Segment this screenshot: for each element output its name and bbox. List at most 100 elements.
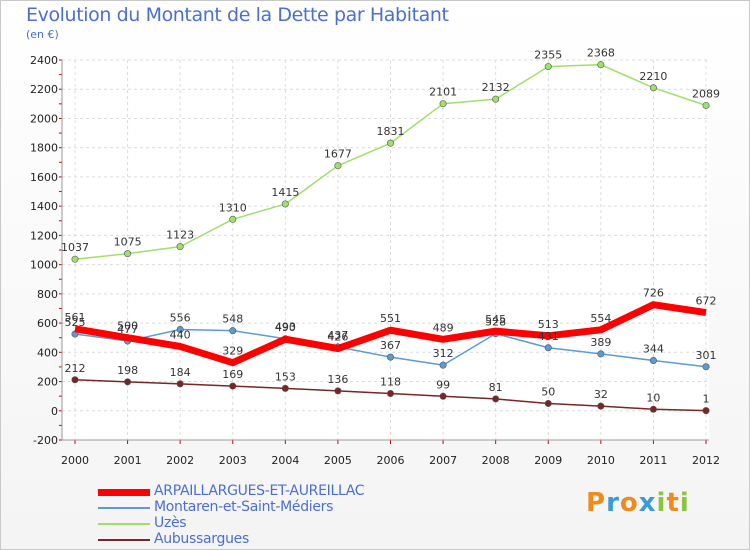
data-label: 440 — [170, 328, 191, 341]
data-label: 50 — [541, 385, 555, 398]
x-tick-label: 2007 — [429, 454, 457, 467]
data-point — [176, 326, 184, 334]
series-line-0 — [74, 301, 707, 367]
data-point — [386, 353, 394, 361]
data-label: 212 — [65, 362, 86, 375]
data-label: 389 — [590, 336, 611, 349]
legend-label: Uzès — [154, 515, 187, 531]
data-point — [702, 101, 710, 109]
data-point — [386, 390, 394, 398]
y-tick-label: 1000 — [30, 259, 58, 272]
data-label: 1037 — [61, 241, 89, 254]
data-label: 2368 — [587, 47, 615, 60]
data-label: 437 — [327, 329, 348, 342]
data-label: 2210 — [639, 70, 667, 83]
data-point — [334, 162, 342, 170]
data-label: 1075 — [114, 236, 142, 249]
data-label: 198 — [117, 364, 138, 377]
y-tick-label: 0 — [51, 405, 58, 418]
x-tick-label: 2011 — [639, 454, 667, 467]
data-label: 1677 — [324, 148, 352, 161]
data-label: 528 — [485, 316, 506, 329]
data-label: 367 — [380, 339, 401, 352]
data-label: 431 — [538, 330, 559, 343]
legend-label: ARPAILLARGUES-ET-AUREILLAC — [154, 483, 365, 499]
data-point — [597, 402, 605, 410]
data-point — [597, 61, 605, 69]
legend-swatch — [98, 507, 150, 509]
data-label: 477 — [117, 323, 138, 336]
data-label: 548 — [222, 313, 243, 326]
y-tick-label: 1600 — [30, 171, 58, 184]
data-label: 493 — [275, 321, 296, 334]
data-label: 1831 — [377, 125, 405, 138]
x-tick-label: 2003 — [219, 454, 247, 467]
y-tick-label: 400 — [37, 346, 58, 359]
data-point — [439, 100, 447, 108]
data-label: 301 — [696, 349, 717, 362]
data-label: 556 — [170, 312, 191, 325]
data-label: 426 — [327, 331, 348, 344]
data-point — [229, 382, 237, 390]
data-point — [649, 405, 657, 413]
data-label: 2101 — [429, 86, 457, 99]
data-label: 561 — [65, 311, 86, 324]
data-point — [439, 392, 447, 400]
chart-title: Evolution du Montant de la Dette par Hab… — [26, 4, 449, 26]
data-label: 184 — [170, 366, 191, 379]
x-tick-label: 2012 — [692, 454, 720, 467]
data-label: 2355 — [534, 49, 562, 62]
data-label: 1415 — [271, 186, 299, 199]
data-point — [544, 399, 552, 407]
data-label: 551 — [380, 312, 401, 325]
data-point — [649, 84, 657, 92]
y-tick-label: 1400 — [30, 200, 58, 213]
data-label: 153 — [275, 370, 296, 383]
data-label: 2089 — [692, 87, 720, 100]
data-point — [334, 387, 342, 395]
data-point — [71, 255, 79, 263]
data-label: 1123 — [166, 229, 194, 242]
y-tick-label: 800 — [37, 288, 58, 301]
data-point — [176, 380, 184, 388]
y-tick-label: 600 — [37, 317, 58, 330]
data-label: 545 — [485, 313, 506, 326]
x-tick-label: 2000 — [61, 454, 89, 467]
data-label: 489 — [433, 321, 454, 334]
data-label: 136 — [327, 373, 348, 386]
data-label: 99 — [436, 378, 450, 391]
x-tick-label: 2001 — [114, 454, 142, 467]
legend-swatch — [98, 539, 150, 541]
data-label: 81 — [489, 381, 503, 394]
legend-swatch — [98, 489, 150, 496]
plot-area — [62, 60, 709, 440]
data-label: 169 — [222, 368, 243, 381]
data-label: 513 — [538, 318, 559, 331]
data-label: 2132 — [482, 81, 510, 94]
x-tick-label: 2008 — [482, 454, 510, 467]
data-label: 726 — [643, 287, 664, 300]
data-point — [649, 356, 657, 364]
data-label: 490 — [275, 321, 296, 334]
data-label: 329 — [222, 345, 243, 358]
data-point — [702, 407, 710, 415]
x-tick-label: 2004 — [271, 454, 299, 467]
data-point — [702, 363, 710, 371]
data-label: 1 — [703, 393, 710, 406]
proxiti-logo: Proxiti — [586, 488, 690, 518]
data-point — [386, 139, 394, 147]
x-tick-label: 2010 — [587, 454, 615, 467]
data-label: 554 — [590, 312, 611, 325]
data-point — [544, 63, 552, 71]
y-tick-label: 1800 — [30, 142, 58, 155]
y-tick-label: -200 — [33, 434, 58, 447]
data-point — [597, 350, 605, 358]
x-tick-label: 2009 — [534, 454, 562, 467]
data-label: 672 — [696, 295, 717, 308]
data-point — [492, 395, 500, 403]
x-tick-label: 2005 — [324, 454, 352, 467]
y-tick-label: 2200 — [30, 83, 58, 96]
data-label: 10 — [646, 391, 660, 404]
data-point — [544, 344, 552, 352]
